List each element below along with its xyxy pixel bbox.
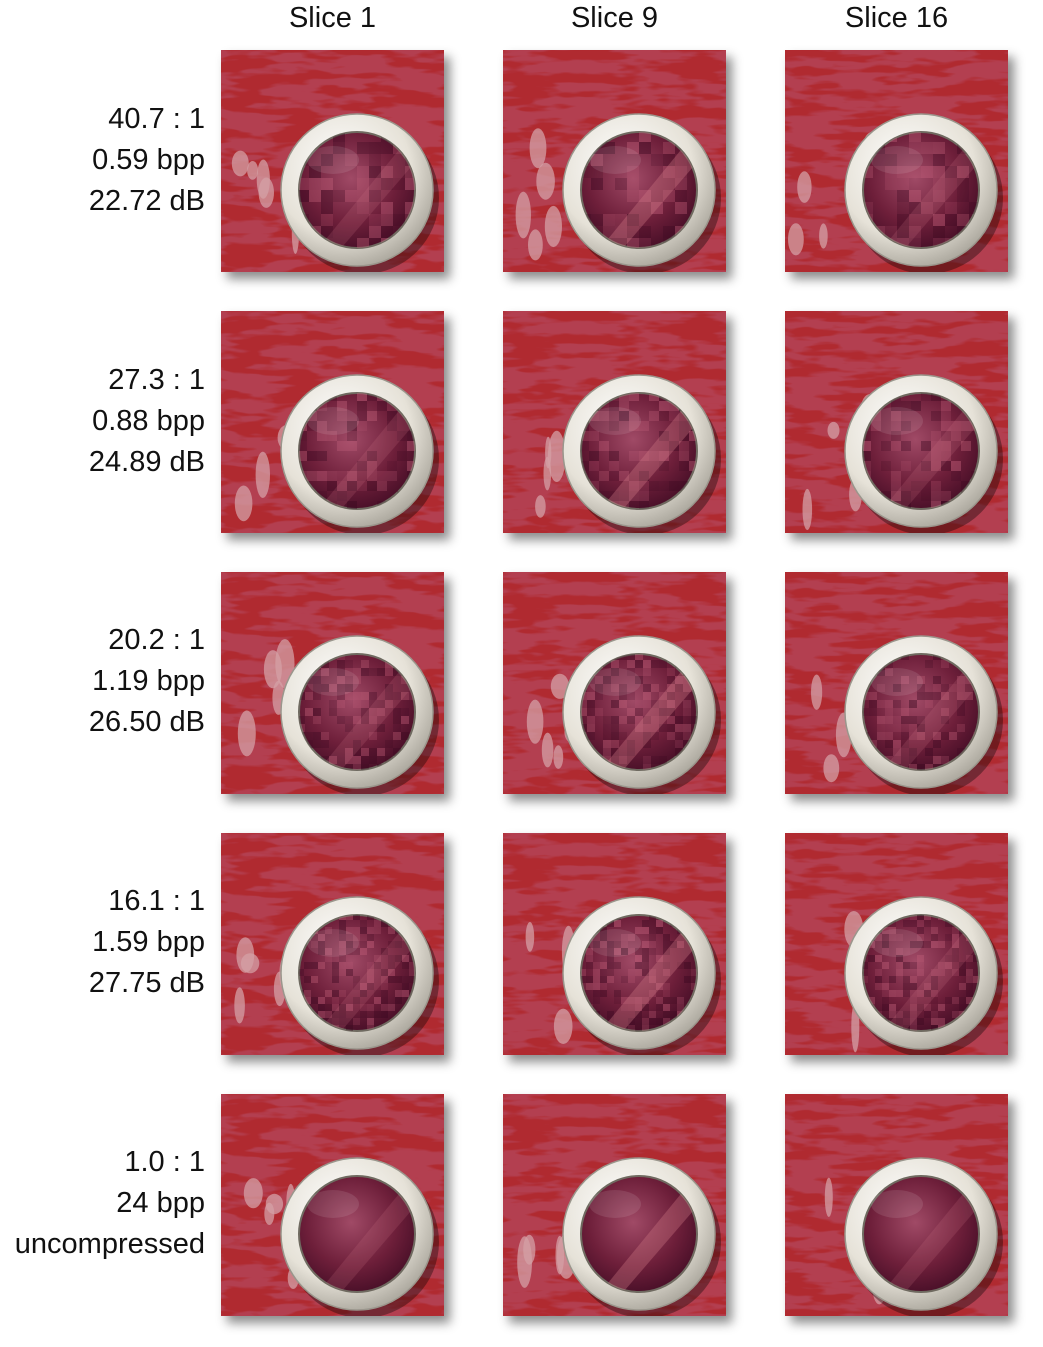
magnified-region (862, 653, 980, 771)
magnified-region (298, 1175, 416, 1293)
tissue-image (785, 50, 1008, 272)
tissue-image (503, 833, 726, 1055)
column-header-slice-1: Slice 1 (288, 2, 377, 34)
compression-ratio: 27.3 : 1 (108, 364, 205, 396)
tissue-image-tile (221, 572, 444, 794)
magnified-region (862, 392, 980, 510)
tissue-image-tile (221, 833, 444, 1055)
tissue-image (785, 833, 1008, 1055)
tissue-image (503, 572, 726, 794)
magnified-region (298, 914, 416, 1032)
column-header-slice-16: Slice 16 (844, 2, 949, 34)
tissue-image (503, 1094, 726, 1316)
magnified-region (298, 131, 416, 249)
compression-ratio: 20.2 : 1 (108, 624, 205, 656)
tissue-image-tile (503, 572, 726, 794)
tissue-image-tile (785, 311, 1008, 533)
bit-rate: 1.59 bpp (92, 926, 205, 958)
tissue-image-tile (503, 1094, 726, 1316)
row-label-0: 40.7 : 1 0.59 bpp 22.72 dB (0, 99, 205, 222)
tissue-image-tile (221, 50, 444, 272)
psnr-value: uncompressed (14, 1228, 205, 1260)
bit-rate: 0.88 bpp (92, 405, 205, 437)
magnified-region (862, 131, 980, 249)
tissue-image (503, 50, 726, 272)
magnified-region (862, 1175, 980, 1293)
magnified-region (298, 392, 416, 510)
magnified-region (580, 392, 698, 510)
compression-ratio: 16.1 : 1 (108, 885, 205, 917)
row-label-2: 20.2 : 1 1.19 bpp 26.50 dB (0, 620, 205, 743)
tissue-image-tile (503, 833, 726, 1055)
compression-ratio: 1.0 : 1 (124, 1146, 205, 1178)
tissue-image (221, 50, 444, 272)
compression-ratio: 40.7 : 1 (108, 103, 205, 135)
magnified-region (580, 1175, 698, 1293)
column-header-slice-9: Slice 9 (570, 2, 659, 34)
row-label-1: 27.3 : 1 0.88 bpp 24.89 dB (0, 360, 205, 483)
tissue-image (221, 1094, 444, 1316)
psnr-value: 27.75 dB (88, 967, 205, 999)
tissue-image-tile (785, 572, 1008, 794)
magnified-region (580, 914, 698, 1032)
row-label-3: 16.1 : 1 1.59 bpp 27.75 dB (0, 881, 205, 1004)
bit-rate: 0.59 bpp (92, 144, 205, 176)
tissue-image-tile (785, 1094, 1008, 1316)
psnr-value: 24.89 dB (88, 446, 205, 478)
bit-rate: 1.19 bpp (92, 665, 205, 697)
tissue-image (785, 311, 1008, 533)
magnified-region (580, 653, 698, 771)
magnified-region (580, 131, 698, 249)
tissue-image-tile (785, 833, 1008, 1055)
tissue-image (221, 833, 444, 1055)
magnified-region (862, 914, 980, 1032)
row-label-4: 1.0 : 1 24 bpp uncompressed (0, 1142, 205, 1265)
tissue-image (785, 572, 1008, 794)
psnr-value: 26.50 dB (88, 706, 205, 738)
psnr-value: 22.72 dB (88, 185, 205, 217)
magnified-region (298, 653, 416, 771)
tissue-image-tile (221, 1094, 444, 1316)
tissue-image (221, 311, 444, 533)
bit-rate: 24 bpp (116, 1187, 205, 1219)
tissue-image-tile (221, 311, 444, 533)
tissue-image (503, 311, 726, 533)
tissue-image (221, 572, 444, 794)
tissue-image-tile (503, 50, 726, 272)
tissue-image-tile (503, 311, 726, 533)
tissue-image-tile (785, 50, 1008, 272)
tissue-image (785, 1094, 1008, 1316)
